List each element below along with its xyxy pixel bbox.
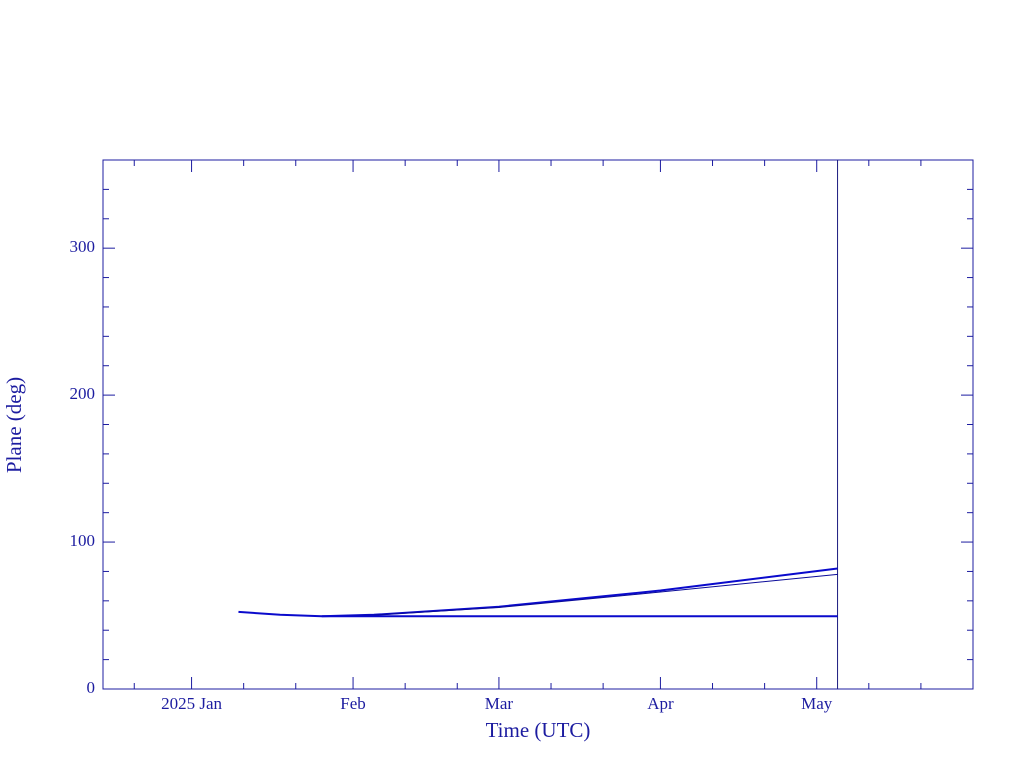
plot-frame [102, 159, 974, 690]
x-tick-label: 2025 Jan [161, 694, 222, 713]
x-tick-label: May [801, 694, 833, 713]
y-tick-label: 300 [70, 237, 96, 256]
series-line [238, 567, 838, 618]
y-tick-label: 0 [87, 678, 96, 697]
y-tick-label: 100 [70, 531, 96, 550]
y-tick-label: 200 [70, 384, 96, 403]
series-line [321, 573, 838, 617]
x-tick-label: Mar [485, 694, 514, 713]
y-axis-label: Plane (deg) [2, 377, 26, 473]
x-tick-label: Apr [647, 694, 674, 713]
x-tick-label: Feb [340, 694, 366, 713]
x-axis-label: Time (UTC) [486, 718, 591, 742]
